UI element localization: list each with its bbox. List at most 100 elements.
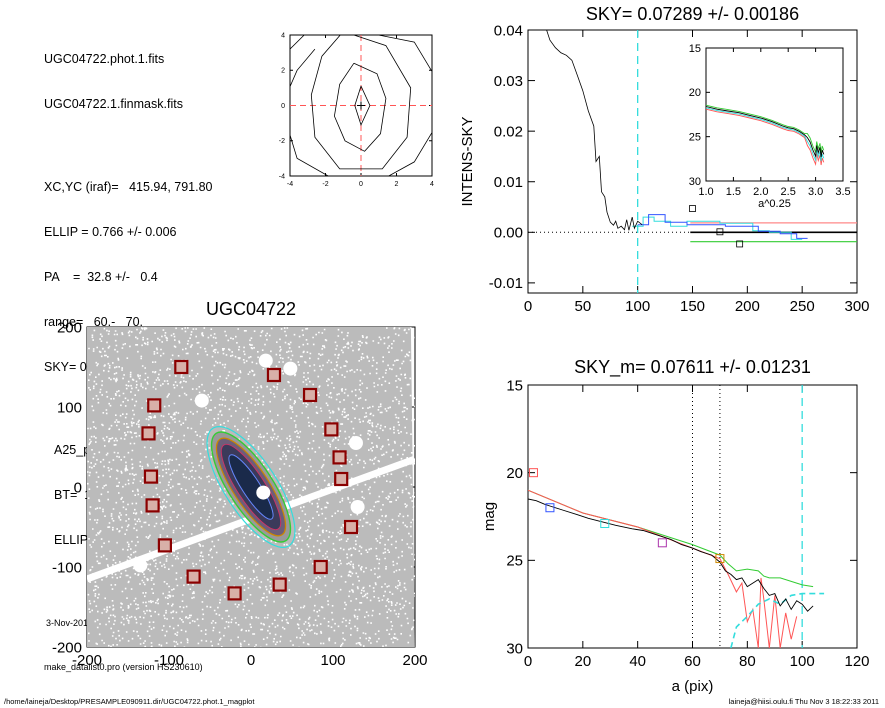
mag-ylabel: mag xyxy=(481,502,498,531)
footer-user: laineja@hiisi.oulu.fi Thu Nov 3 18:22:33… xyxy=(728,697,879,706)
sky-xtick-label: 150 xyxy=(680,298,705,315)
masked-star xyxy=(194,393,209,408)
inset-xtick-label: 2.0 xyxy=(753,186,768,198)
mag-xtick-label: 60 xyxy=(684,653,701,670)
sky-xtick-label: 300 xyxy=(844,298,869,315)
image-xtick-label: 100 xyxy=(320,652,345,669)
inset-profile-1 xyxy=(705,104,825,154)
sky-ytick-label: 0.04 xyxy=(494,22,523,39)
sky-box-marker xyxy=(145,498,160,513)
inset-xlabel: a^0.25 xyxy=(758,198,791,210)
masked-star xyxy=(350,500,365,514)
inset-ytick-label: 20 xyxy=(689,87,701,99)
image-xtick-label: -200 xyxy=(72,652,102,669)
masked-star xyxy=(256,485,271,500)
sky-ylabel: INTENS-SKY xyxy=(459,116,476,206)
image-ytick-label: 200 xyxy=(57,319,82,336)
mag-frame xyxy=(527,384,858,649)
sky-step-blue xyxy=(637,214,808,239)
contour-ytick-label: -2 xyxy=(279,138,285,145)
image-xtick-label: -100 xyxy=(154,652,184,669)
masked-star xyxy=(258,353,273,368)
mag-cyan-dash xyxy=(730,592,825,648)
inset-ytick-label: 15 xyxy=(689,43,701,55)
mag-red-curve xyxy=(528,489,798,648)
masked-star xyxy=(133,558,148,573)
sky-box-marker xyxy=(266,367,282,383)
inset-xtick-label: 3.5 xyxy=(835,186,850,198)
sky-ytick-label: 0.03 xyxy=(494,73,523,90)
image-ytick-label: 0 xyxy=(74,479,82,496)
mag-ytick-label: 15 xyxy=(506,377,523,394)
contour-xtick-label: -4 xyxy=(287,181,293,188)
image-title: UGC04722 xyxy=(206,299,296,319)
sky-title: SKY= 0.07289 +/- 0.00186 xyxy=(586,4,799,24)
mag-ytick-label: 30 xyxy=(506,640,523,657)
image-ytick-label: -100 xyxy=(52,559,82,576)
position-angle: PA = 32.8 +/- 0.4 xyxy=(44,270,158,284)
contour-xtick-label: 4 xyxy=(430,181,434,188)
image-ytick-label: 100 xyxy=(57,399,82,416)
contour-level-2 xyxy=(310,35,412,170)
sky-ytick-label: 0.02 xyxy=(494,123,523,140)
inset-xtick-label: 1.5 xyxy=(726,186,741,198)
contour-level-1 xyxy=(333,62,387,152)
inset-profile-0 xyxy=(705,108,825,166)
sky-box-marker xyxy=(227,586,242,601)
file-name-phot: UGC04722.phot.1.fits xyxy=(44,52,165,66)
inset-xtick-label: 3.0 xyxy=(808,186,823,198)
mag-square-marker xyxy=(715,554,725,564)
mag-square-marker xyxy=(528,468,538,478)
sky-box-marker xyxy=(332,450,347,465)
contour-level-4 xyxy=(290,48,316,88)
sky-box-marker xyxy=(147,398,162,413)
sky-box-marker xyxy=(143,469,159,484)
sky-box-marker xyxy=(302,387,318,403)
mag-ytick-label: 20 xyxy=(506,465,523,482)
sky-ytick-label: -0.01 xyxy=(489,275,523,292)
sky-square-marker xyxy=(689,205,696,212)
sky-square-marker xyxy=(736,240,744,248)
inset-xtick-label: 2.5 xyxy=(781,186,796,198)
sky-square-marker xyxy=(716,228,724,236)
sky-box-marker xyxy=(186,569,201,584)
sky-box-marker xyxy=(272,577,287,592)
mag-title: SKY_m= 0.07611 +/- 0.01231 xyxy=(574,357,811,378)
mag-xtick-label: 20 xyxy=(574,653,591,670)
fit-range: range= 60.- 70. xyxy=(44,315,144,329)
mag-green-curve xyxy=(528,489,814,588)
mag-xlabel: a (pix) xyxy=(672,678,714,695)
sky-xtick-label: 50 xyxy=(574,298,591,315)
sky-ytick-label: 0.00 xyxy=(494,225,523,242)
contour-lines xyxy=(290,35,432,176)
inset-ytick-label: 25 xyxy=(689,132,701,144)
mag-ytick-label: 25 xyxy=(506,553,523,570)
file-name-mask: UGC04722.1.finmask.fits xyxy=(44,97,183,111)
inset-frame xyxy=(705,47,844,182)
sky-box-marker xyxy=(343,519,359,535)
contour-level-0 xyxy=(354,85,371,127)
sky-box-marker xyxy=(174,359,189,375)
contour-ytick-label: 0 xyxy=(281,103,285,110)
sky-profile-line xyxy=(546,30,643,231)
sky-box-marker xyxy=(324,422,339,437)
ellipticity: ELLIP = 0.766 +/- 0.006 xyxy=(44,225,177,239)
mag-square-marker xyxy=(545,503,555,513)
masked-star xyxy=(283,361,298,376)
inset-profile-main xyxy=(705,106,825,158)
footer-path: /home/laineja/Desktop/PRESAMPLE090911.di… xyxy=(4,697,255,706)
mag-profile-line xyxy=(528,498,814,612)
image-field xyxy=(87,327,415,647)
contour-level-3 xyxy=(290,35,432,176)
masked-star xyxy=(348,436,363,450)
sky-box-marker xyxy=(334,471,349,487)
image-xtick-label: 0 xyxy=(247,652,255,669)
sky-xtick-label: 0 xyxy=(524,298,532,315)
sky-ytick-label: 0.01 xyxy=(494,174,523,191)
mag-xtick-label: 100 xyxy=(790,653,815,670)
sky-xtick-label: 200 xyxy=(735,298,760,315)
mag-xtick-label: 80 xyxy=(739,653,756,670)
image-xtick-label: 200 xyxy=(402,652,427,669)
contour-ytick-label: 2 xyxy=(281,68,285,75)
